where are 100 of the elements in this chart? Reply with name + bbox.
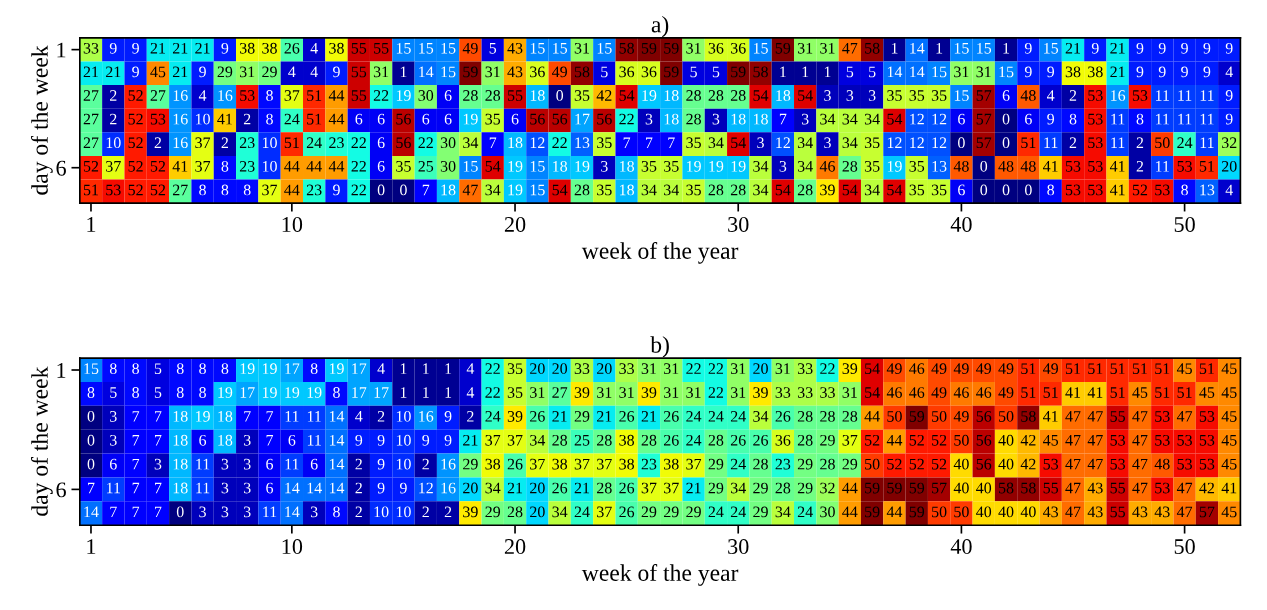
data-label: 9: [1136, 42, 1144, 54]
data-label: 7: [132, 506, 140, 518]
data-label: 44: [284, 161, 300, 172]
data-label: 14: [329, 482, 345, 494]
data-label: 52: [887, 458, 902, 470]
data-label: 11: [1200, 137, 1214, 148]
data-label: 21: [150, 42, 165, 54]
data-label: 3: [757, 137, 764, 149]
data-label: 15: [553, 42, 568, 54]
data-label: 6: [288, 434, 296, 446]
data-label: 1: [423, 363, 429, 374]
data-label: 50: [954, 434, 969, 446]
data-label: 53: [106, 184, 121, 196]
data-label: 34: [552, 506, 568, 518]
data-label: 44: [886, 434, 903, 446]
data-label: 9: [333, 66, 340, 78]
data-label: 4: [198, 90, 207, 101]
data-label: 46: [909, 363, 925, 375]
data-label: 53: [1043, 458, 1059, 470]
data-label: 37: [597, 506, 612, 518]
data-label: 29: [797, 458, 813, 470]
data-label: 8: [176, 387, 184, 398]
data-label: 19: [709, 160, 724, 172]
data-label: 46: [976, 387, 992, 398]
data-label: 48: [1020, 160, 1036, 172]
data-label: 8: [109, 363, 117, 375]
data-label: 52: [128, 90, 143, 101]
data-label: 18: [530, 90, 545, 101]
data-label: 3: [221, 482, 229, 494]
data-label: 54: [619, 90, 635, 101]
data-label: 2: [355, 458, 362, 470]
data-label: 22: [351, 137, 366, 148]
data-label: 36: [619, 66, 635, 78]
data-label: 59: [641, 42, 657, 54]
data-label: 17: [575, 113, 590, 125]
data-label: 34: [485, 184, 501, 196]
data-label: 41: [1043, 411, 1058, 422]
data-label: 51: [1199, 161, 1214, 172]
data-label: 35: [597, 184, 612, 196]
data-label: 4: [466, 363, 475, 374]
data-label: 7: [266, 411, 274, 422]
data-label: 34: [708, 137, 724, 149]
data-label: 3: [824, 90, 831, 101]
data-label: 30: [440, 160, 456, 172]
data-label: 59: [865, 506, 880, 518]
data-label: 36: [708, 42, 724, 54]
data-label: 7: [88, 482, 95, 494]
data-label: 48: [953, 160, 969, 172]
data-label: 9: [422, 434, 430, 446]
data-label: 21: [195, 42, 210, 54]
data-label: 8: [221, 160, 229, 172]
data-label: 2: [444, 506, 452, 518]
data-label: 5: [869, 66, 876, 78]
data-label: 24: [708, 506, 724, 518]
data-label: 47: [1087, 411, 1103, 422]
data-label: 44: [886, 506, 903, 518]
data-label: 59: [664, 66, 679, 78]
data-label: 7: [132, 458, 140, 470]
data-label: 15: [396, 42, 411, 54]
data-label: 58: [619, 42, 635, 54]
data-label: 19: [642, 90, 657, 101]
data-label: 22: [552, 137, 567, 148]
data-label: 8: [1047, 184, 1055, 196]
data-label: 50: [932, 410, 947, 422]
data-label: 51: [307, 90, 322, 101]
data-label: 15: [463, 161, 478, 172]
data-label: 33: [797, 387, 813, 398]
data-label: 9: [1047, 113, 1055, 125]
data-label: 54: [731, 137, 746, 149]
data-label: 14: [887, 66, 903, 78]
x-axis-title: week of the year: [581, 564, 739, 586]
data-label: 49: [552, 66, 568, 78]
data-label: 6: [958, 113, 965, 125]
data-label: 34: [797, 160, 813, 172]
data-label: 2: [467, 411, 474, 422]
data-label: 18: [753, 113, 768, 125]
data-label: 18: [620, 160, 635, 172]
data-label: 51: [307, 113, 322, 125]
data-label: 15: [1044, 42, 1059, 54]
data-label: 22: [485, 363, 500, 374]
data-label: 9: [355, 434, 363, 446]
data-label: 19: [396, 90, 411, 101]
data-label: 28: [641, 434, 657, 446]
data-label: 58: [753, 66, 768, 78]
data-label: 7: [155, 482, 162, 494]
data-label: 4: [310, 42, 318, 54]
data-label: 9: [377, 458, 385, 470]
data-label: 29: [842, 458, 858, 470]
data-label: 24: [686, 411, 702, 422]
data-label: 28: [463, 90, 478, 101]
data-label: 51: [1177, 387, 1192, 398]
data-label: 4: [310, 66, 318, 78]
data-label: 34: [775, 506, 791, 518]
data-label: 41: [1221, 482, 1237, 494]
data-label: 22: [351, 184, 366, 196]
data-label: 54: [865, 363, 880, 375]
data-label: 3: [310, 506, 318, 518]
data-label: 34: [864, 113, 880, 125]
y-axis-title: day of the week: [31, 45, 53, 195]
data-label: 6: [377, 113, 385, 125]
